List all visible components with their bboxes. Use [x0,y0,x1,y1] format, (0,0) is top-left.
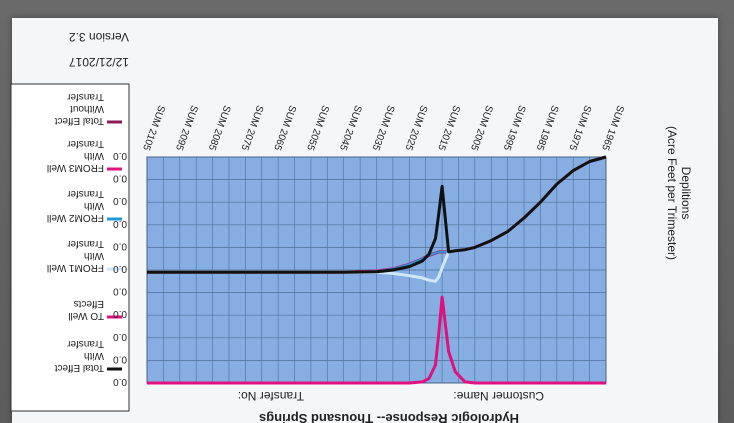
y-tick-label: 0.0 [113,263,127,274]
y-tick-label: 0.0 [113,331,127,342]
x-tick-label: SUM 1965 [599,104,626,153]
series-lines [147,155,607,385]
y-tick-label: 0.0 [113,286,127,297]
x-tick-label: SUM 1995 [501,104,528,153]
y-axis-label: Deplitions [679,167,693,220]
x-tick-label: SUM 2095 [173,104,200,153]
y-tick-label: 0.0 [113,353,127,364]
transfer-label: Transfer No: [238,389,304,403]
y-tick-label: 0.0 [113,195,127,206]
version-label: Version 3.2 [69,30,129,44]
series-line-0 [147,155,607,274]
x-tick-label: SUM 2075 [238,104,265,153]
y-tick-label: 0.0 [113,218,127,229]
y-tick-label: 0.0 [113,376,127,387]
legend-label: FROM1 WellWithTransfer [47,238,104,273]
y-axis-title: Deplitions (Acre Feet per Trimester) [665,126,693,260]
x-tick-label: SUM 2045 [337,104,364,153]
x-tick-label: SUM 2055 [304,104,331,153]
legend: Total EffectWithTransfer TO WellEffects FR… [10,83,130,412]
y-tick-label: 0.0 [113,173,127,184]
x-tick-label: SUM 1975 [566,104,593,153]
legend-box [10,83,130,412]
legend-label: Total EffectWithTransfer [54,338,104,373]
footer-block: 12/21/2017 Version 3.2 [69,30,129,69]
y-tick-labels: 0.0 0.0 0.0 0.0 0.0 0.0 0.0 0.0 0.0 0.0 0.0 [113,150,127,387]
chart-title: Hydrologic Response-- Thousand Springs [259,411,519,423]
x-tick-label: SUM 2065 [271,104,298,153]
x-tick-label: SUM 2025 [402,104,429,153]
x-tick-label: SUM 2105 [140,104,167,153]
title-block: Hydrologic Response-- Thousand Springs C… [238,389,544,423]
legend-label: TO WellEffects [68,298,104,321]
x-tick-label: SUM 2035 [370,104,397,153]
y-tick-label: 0.0 [113,240,127,251]
series-line-4 [147,295,606,385]
y-axis-unit-label: (Acre Feet per Trimester) [665,126,679,260]
customer-label: Customer Name: [453,389,544,403]
y-tick-label: 0.0 [113,150,127,161]
x-tick-label: SUM 2085 [206,104,233,153]
legend-label: Total EffectWithoutTransfer [54,91,104,126]
legend-label: FROM3 WellWithTransfer [47,138,104,173]
legend-label: FROM2 WellWithTransfer [47,188,104,223]
y-tick-label: 0.0 [113,308,127,319]
x-tick-label: SUM 2005 [468,104,495,153]
x-tick-label: SUM 2015 [435,104,462,153]
date-stamp: 12/21/2017 [69,55,129,69]
x-tick-label: SUM 1985 [533,104,560,153]
